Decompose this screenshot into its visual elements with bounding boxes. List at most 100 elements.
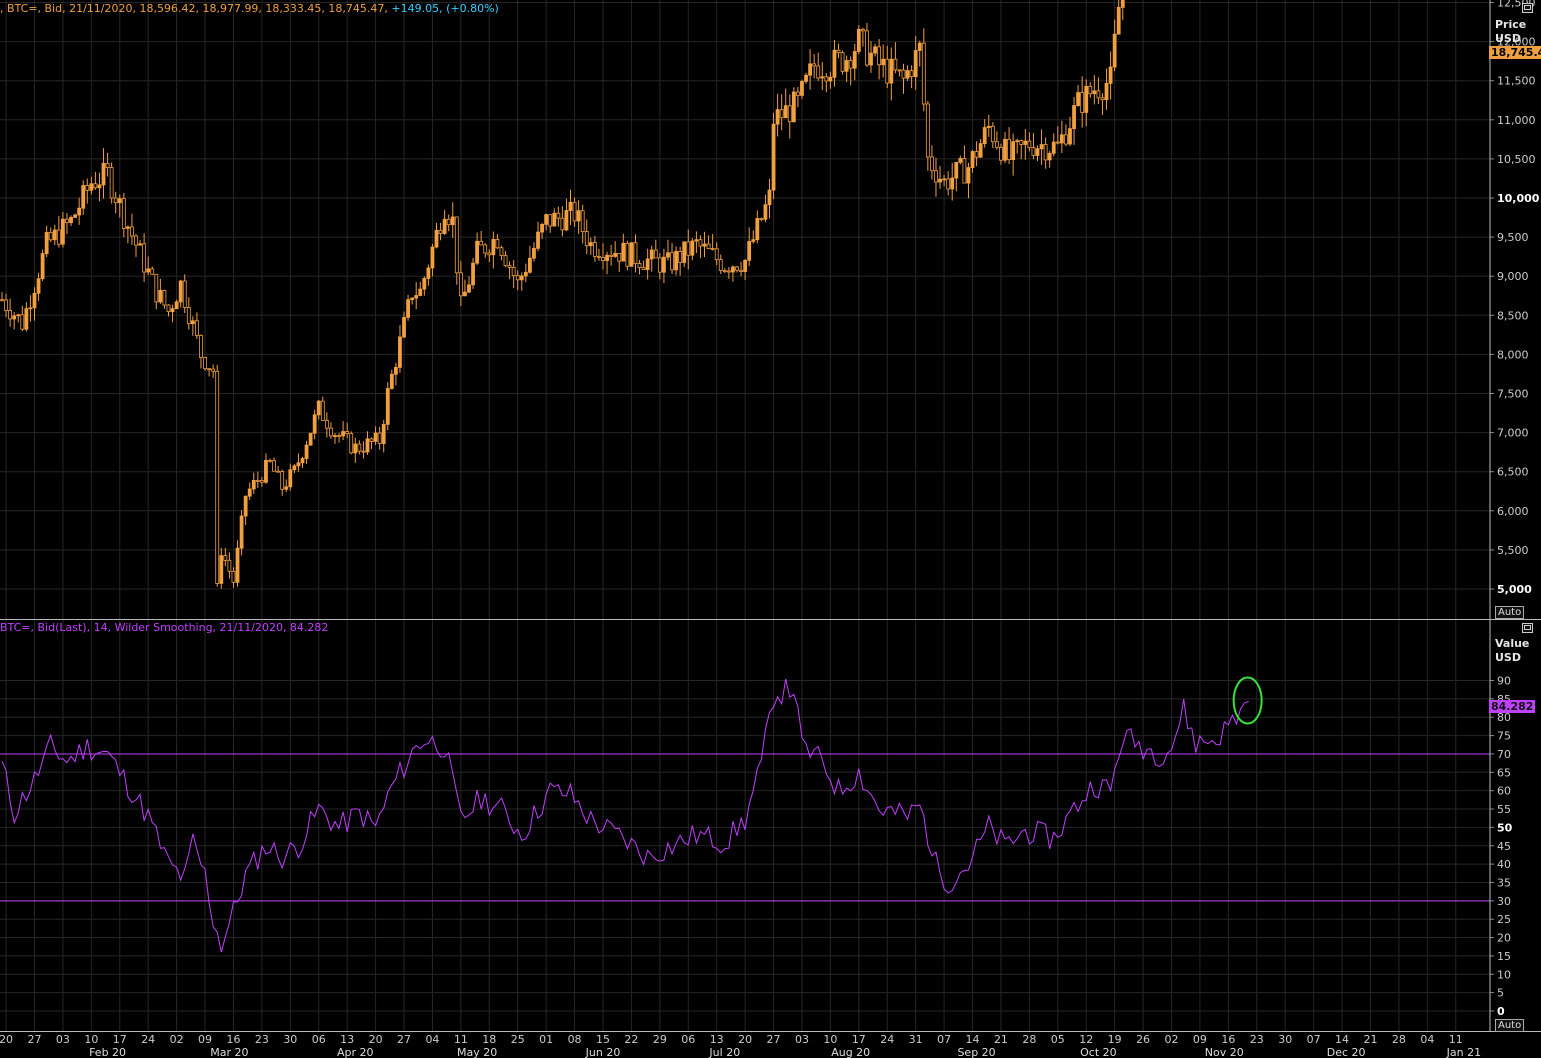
x-tick-label: 09: [1193, 1033, 1207, 1046]
candle-body: [507, 265, 512, 268]
candle-body: [1076, 92, 1081, 106]
candle-body: [743, 259, 748, 272]
candle-body: [986, 125, 991, 128]
candle-body: [820, 76, 825, 79]
x-axis-ticks: 20 27 03 10 17 24 02 09 16 23 30 06 13 20 27 04 11 18 25 01…: [0, 1033, 1481, 1058]
candle-body: [85, 185, 90, 191]
candle-body: [398, 336, 402, 368]
candle-body: [1047, 152, 1052, 161]
candle-body: [913, 50, 918, 77]
price-candles: [0, 0, 1125, 589]
x-tick-label: 12: [1079, 1033, 1093, 1046]
candle-body: [1027, 140, 1032, 149]
candle-body: [219, 555, 224, 584]
candle-body: [203, 357, 207, 370]
candle-body: [105, 162, 110, 168]
candle-body: [1104, 82, 1109, 101]
candle-body: [873, 46, 877, 54]
candle-body: [385, 388, 390, 425]
candle-body: [0, 299, 4, 302]
candle-body: [324, 420, 329, 429]
x-tick-label: 11: [454, 1033, 468, 1046]
rsi-tick-label: 50: [1497, 821, 1513, 834]
candle-body: [560, 217, 565, 231]
candle-body: [231, 570, 236, 583]
candle-body: [865, 30, 869, 66]
x-tick-label: 25: [511, 1033, 525, 1046]
x-tick-label: 28: [1392, 1033, 1406, 1046]
candle-body: [454, 216, 459, 274]
candle-body: [227, 559, 232, 572]
candle-body: [889, 58, 894, 84]
rsi-tick-label: 0: [1497, 1005, 1505, 1018]
x-tick-label: 31: [909, 1033, 923, 1046]
candle-body: [410, 297, 415, 301]
candle-body: [44, 232, 49, 255]
price-tick-label: 12,000: [1497, 36, 1536, 49]
candle-body: [199, 335, 203, 358]
candle-body: [966, 167, 971, 184]
candle-body: [605, 254, 609, 261]
candle-body: [747, 241, 752, 261]
candle-body: [1059, 134, 1064, 144]
x-month-label: Sep 20: [957, 1046, 995, 1058]
candle-body: [239, 515, 244, 549]
candle-body: [804, 74, 808, 82]
candle-body: [61, 218, 65, 245]
candle-body: [735, 266, 739, 271]
price-auto-scale-button[interactable]: Auto: [1495, 606, 1525, 619]
candle-body: [36, 278, 41, 294]
candle-body: [1007, 138, 1011, 160]
candle-body: [990, 125, 995, 143]
x-tick-label: 20: [369, 1033, 383, 1046]
x-tick-label: 05: [1051, 1033, 1065, 1046]
candle-body: [800, 80, 804, 96]
candle-body: [288, 469, 293, 488]
candle-body: [458, 272, 463, 297]
candle-body: [389, 373, 394, 389]
candle-body: [816, 65, 821, 79]
x-month-label: Nov 20: [1205, 1046, 1244, 1058]
candle-body: [264, 459, 268, 483]
candle-body: [597, 255, 601, 258]
candle-body: [1051, 141, 1056, 154]
rsi-tick-label: 65: [1497, 766, 1511, 779]
x-tick-label: 19: [1108, 1033, 1122, 1046]
price-axis-unit: USD: [1495, 32, 1521, 45]
x-month-label: Jul 20: [708, 1046, 740, 1058]
rsi-auto-scale-button[interactable]: Auto: [1495, 1019, 1525, 1032]
candle-body: [89, 183, 94, 191]
candle-body: [361, 450, 366, 453]
price-tick-label: 12,500: [1497, 0, 1536, 10]
candle-body: [268, 459, 272, 462]
rsi-axis-title: Value USD: [1495, 637, 1529, 665]
x-tick-label: 16: [1221, 1033, 1235, 1046]
candle-body: [101, 162, 106, 186]
x-tick-label: 13: [710, 1033, 724, 1046]
candle-body: [982, 127, 987, 145]
x-tick-label: 24: [141, 1033, 155, 1046]
candle-body: [215, 370, 220, 584]
x-tick-label: 08: [568, 1033, 582, 1046]
rsi-header: BTC=, Bid(Last), 14, Wilder Smoothing, 2…: [0, 621, 329, 634]
candle-body: [702, 243, 707, 247]
rsi-series: [1, 678, 1249, 953]
x-tick-label: 22: [624, 1033, 638, 1046]
x-month-label: Mar 20: [210, 1046, 248, 1058]
candle-body: [479, 240, 484, 246]
candle-body: [471, 262, 475, 286]
candle-body: [247, 488, 252, 497]
candle-body: [243, 495, 248, 517]
rsi-tick-label: 45: [1497, 840, 1511, 853]
candle-body: [572, 201, 577, 222]
candle-body: [974, 151, 979, 158]
candle-body: [1108, 66, 1113, 84]
rsi-tick-label: 20: [1497, 932, 1511, 945]
candle-body: [487, 252, 492, 256]
candle-body: [828, 76, 833, 82]
candle-body: [320, 400, 325, 421]
window-restore-icon[interactable]: [1522, 623, 1533, 633]
price-tick-label: 8,500: [1497, 309, 1529, 322]
window-restore-icon[interactable]: [1522, 3, 1533, 13]
candle-body: [576, 210, 581, 222]
